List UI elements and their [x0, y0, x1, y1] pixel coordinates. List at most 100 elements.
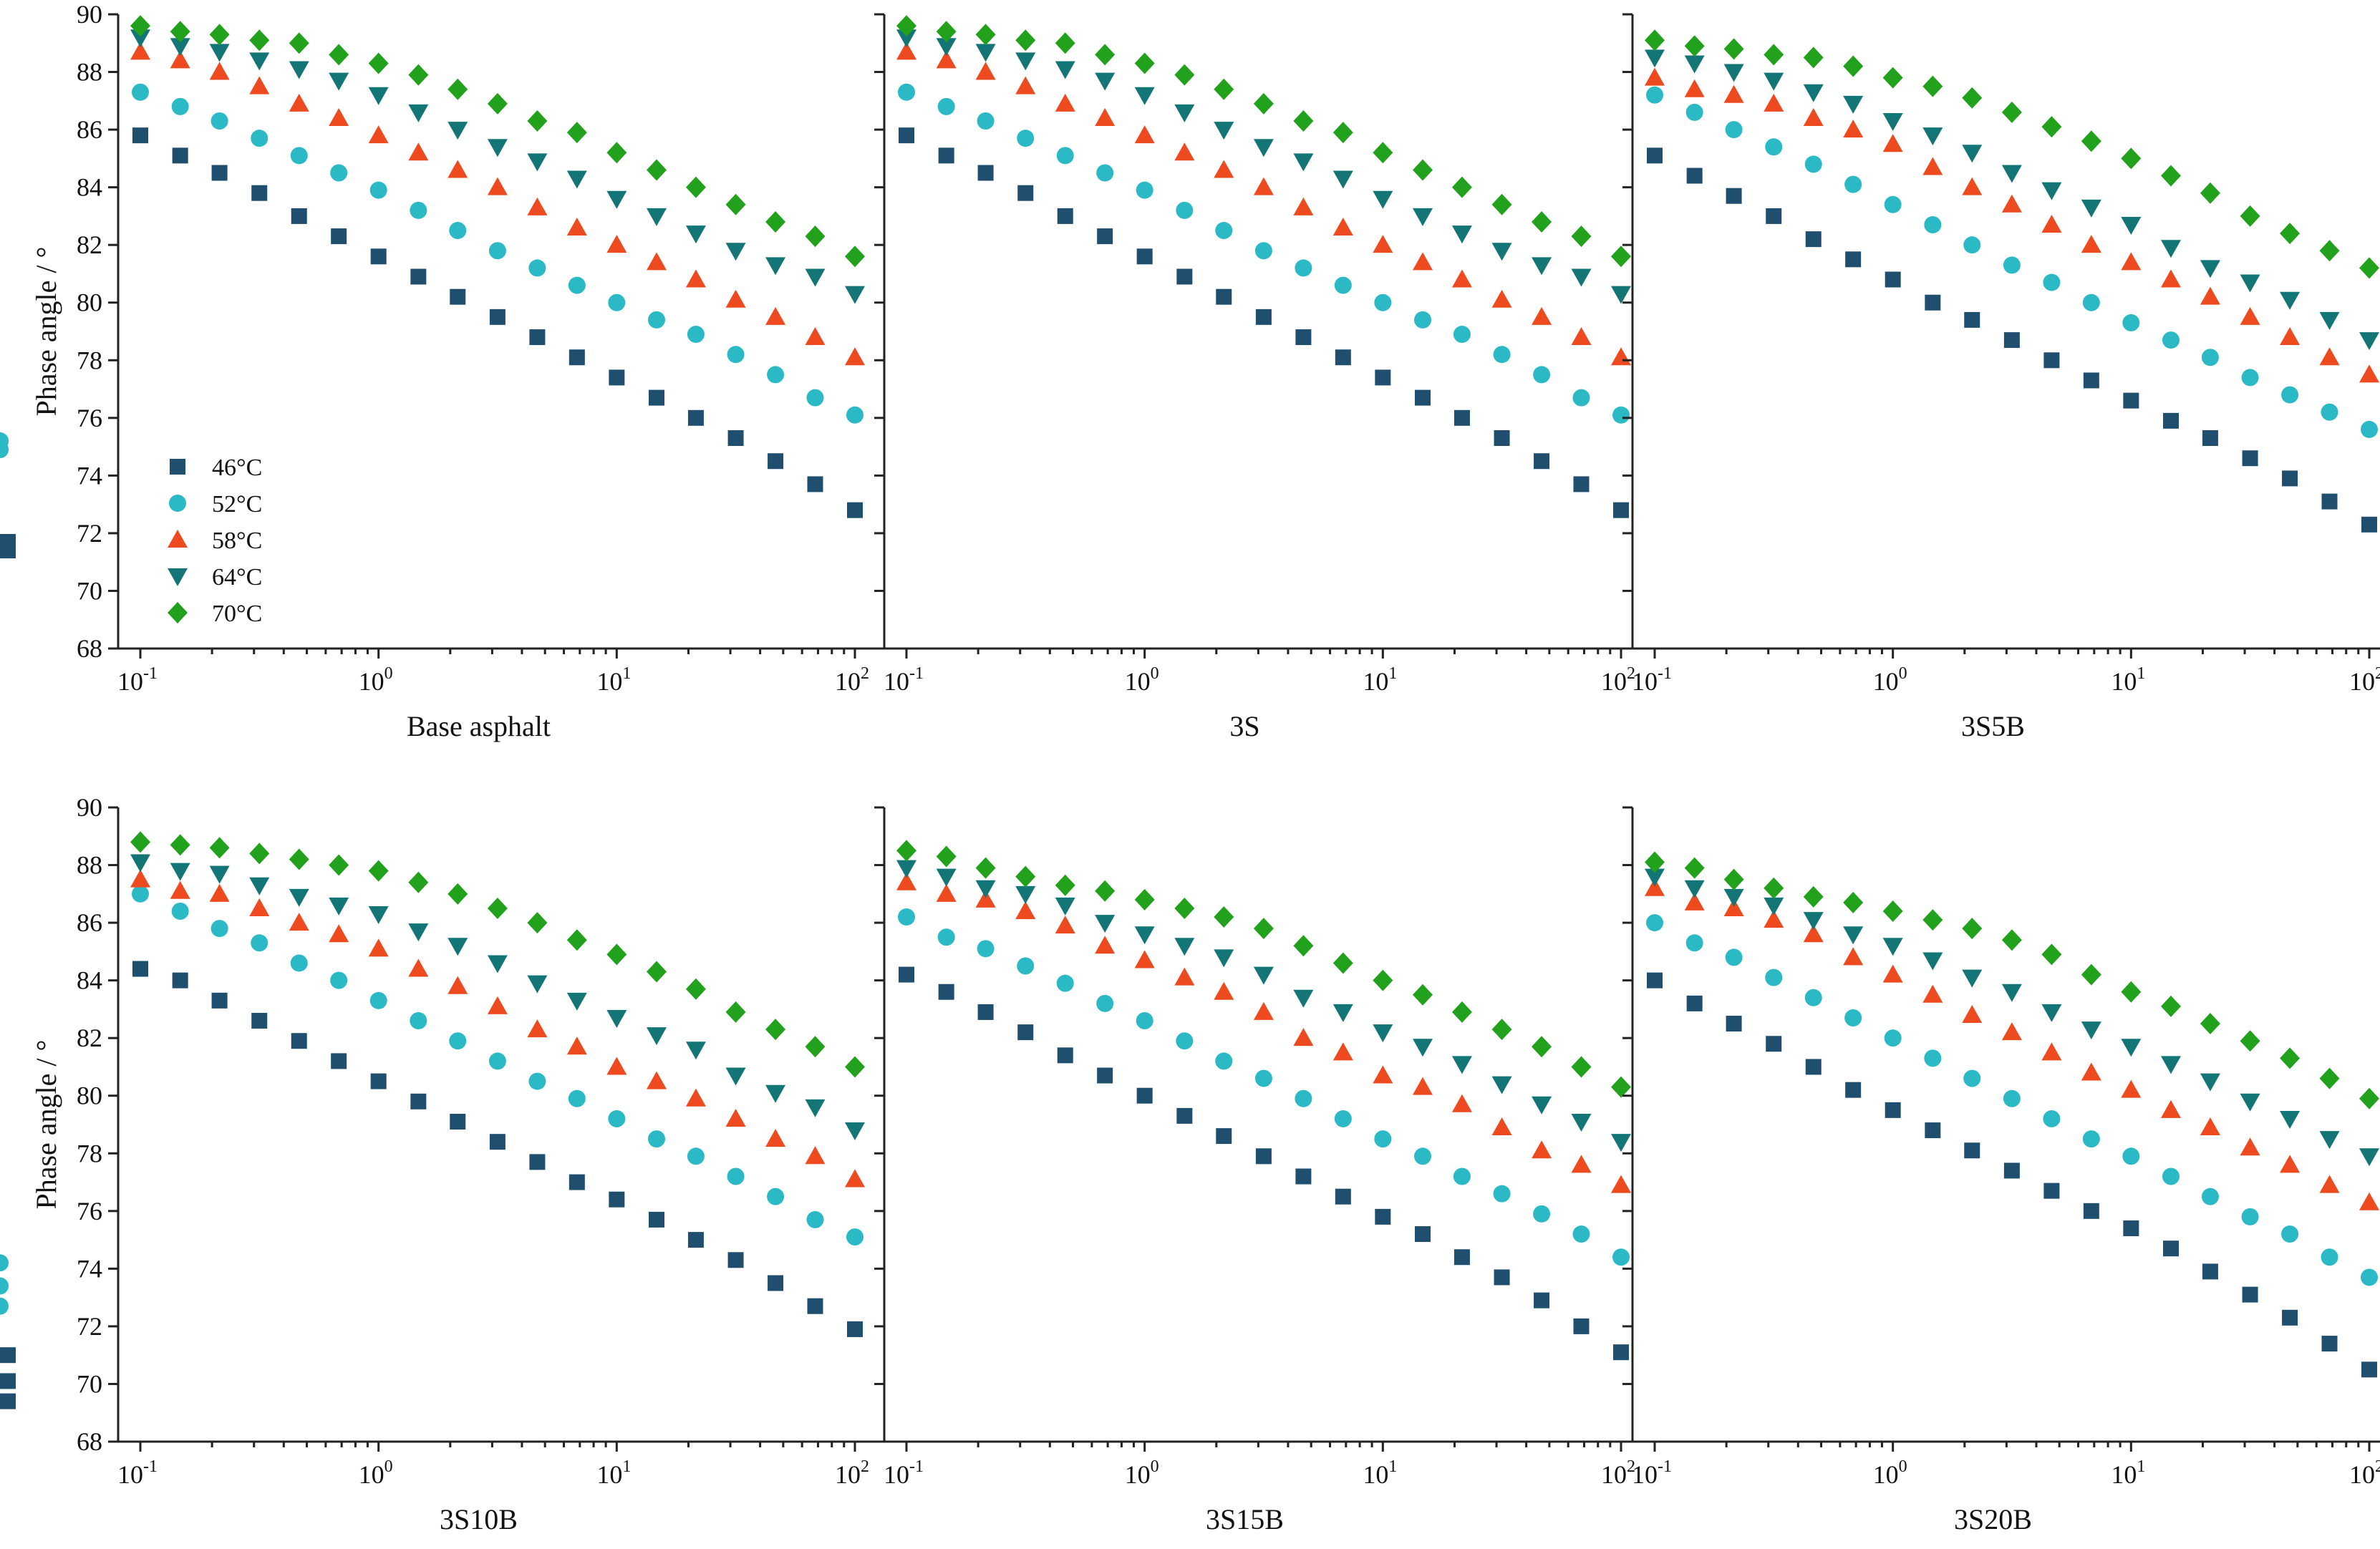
data-point [2361, 516, 2377, 533]
series-2 [130, 869, 865, 1188]
data-point [845, 1169, 865, 1188]
data-point [845, 347, 865, 366]
series-2 [896, 42, 1631, 366]
data-point [1684, 79, 1705, 97]
data-point [896, 840, 916, 862]
data-point [765, 210, 786, 233]
data-point [369, 181, 387, 199]
data-point [1253, 92, 1274, 115]
x-tick-base: 10 [1632, 667, 1658, 696]
data-point [1611, 1076, 1631, 1098]
data-point [1453, 326, 1471, 344]
data-point [1684, 880, 1705, 898]
data-point [2041, 214, 2062, 233]
data-point [2001, 929, 2022, 951]
data-point [1882, 113, 1903, 132]
data-point [1803, 885, 1824, 908]
data-point [727, 1167, 745, 1185]
data-point [487, 955, 508, 973]
data-point [249, 843, 270, 865]
x-tick-base: 10 [1632, 1460, 1658, 1489]
data-point [172, 972, 188, 989]
data-point [0, 543, 16, 559]
data-point [2081, 130, 2101, 152]
data-point [2041, 1042, 2062, 1061]
data-point [1646, 914, 1663, 932]
data-point [528, 259, 546, 277]
data-point [2162, 412, 2179, 429]
data-point [2081, 1021, 2101, 1040]
data-point [1885, 1102, 1901, 1118]
data-point [251, 185, 268, 201]
data-point [249, 52, 270, 71]
y-tick-label: 88 [77, 58, 102, 87]
data-point [1332, 218, 1353, 236]
x-tick-base: 10 [884, 1460, 909, 1489]
legend: 46°C 52°C 58°C 64°C 70°C [168, 455, 262, 627]
data-point [132, 127, 148, 144]
data-point [1334, 1109, 1352, 1127]
data-point [975, 62, 996, 80]
data-point [1134, 950, 1155, 968]
x-tick-base: 10 [2349, 667, 2375, 696]
data-point [1332, 122, 1353, 144]
data-point [1017, 1024, 1034, 1041]
data-point [369, 991, 387, 1009]
series-3 [1645, 49, 2379, 351]
data-point [646, 961, 667, 983]
x-tick-base: 10 [596, 667, 622, 696]
data-point [687, 1147, 705, 1165]
data-point [171, 902, 189, 920]
data-point [1882, 134, 1903, 152]
data-point [977, 112, 995, 130]
data-point [845, 1122, 865, 1141]
data-point [566, 218, 587, 236]
data-point [1611, 246, 1631, 268]
data-point [1726, 188, 1742, 204]
data-point [2160, 165, 2181, 187]
data-point [2121, 252, 2142, 271]
data-point [2123, 392, 2139, 409]
data-point [1174, 938, 1195, 956]
data-point [569, 1174, 585, 1190]
data-point [1686, 167, 1703, 184]
data-point [1534, 453, 1550, 470]
data-point [1963, 236, 1981, 254]
data-point [896, 860, 916, 878]
series-4 [1645, 851, 2379, 1109]
data-point [1413, 1147, 1431, 1165]
data-point [2241, 369, 2259, 387]
data-point [1373, 1065, 1393, 1084]
x-tick-label: 100 [359, 664, 393, 696]
x-tick-exponent: -1 [909, 664, 924, 683]
data-point [1805, 231, 1822, 248]
y-tick-label: 72 [77, 519, 102, 548]
data-point [1843, 95, 1864, 114]
data-point [647, 1130, 665, 1148]
data-point [251, 1013, 268, 1029]
x-tick-exponent: 0 [1151, 664, 1159, 683]
data-point [1293, 153, 1314, 172]
data-point [211, 112, 228, 130]
data-point [1764, 72, 1784, 91]
x-tick-exponent: 1 [2137, 664, 2145, 683]
data-point [1764, 93, 1784, 112]
data-point [1491, 1117, 1512, 1136]
data-point [606, 1009, 627, 1028]
x-tick-base: 10 [835, 667, 861, 696]
series-4 [896, 15, 1631, 268]
data-point [528, 1072, 546, 1090]
data-point [646, 252, 667, 271]
data-point [1844, 175, 1862, 193]
x-tick-base: 10 [359, 1460, 384, 1489]
data-point [1136, 1087, 1153, 1104]
data-point [1922, 75, 1943, 97]
data-point [2321, 1248, 2338, 1266]
series-0 [0, 961, 863, 1364]
data-point [898, 83, 915, 101]
x-tick-base: 10 [359, 667, 384, 696]
data-point [1645, 878, 1665, 896]
data-point [209, 837, 230, 859]
